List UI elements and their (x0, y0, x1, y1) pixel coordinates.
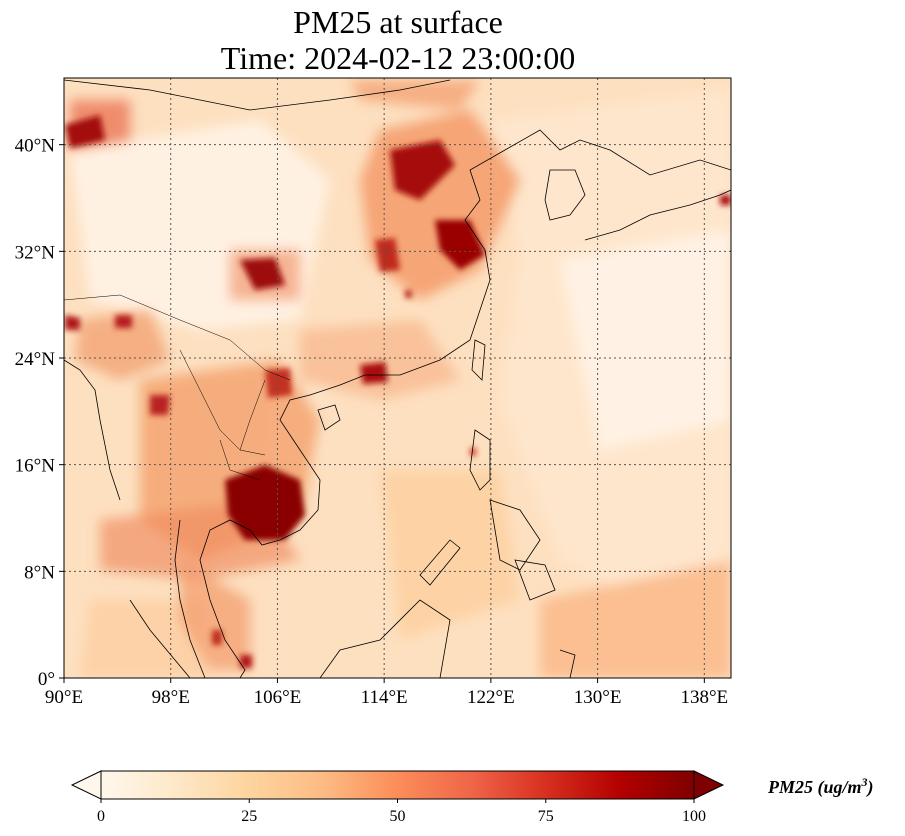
lat-tick-label: 40°N (15, 136, 56, 157)
lon-tick-label: 106°E (254, 687, 302, 708)
chart-title-line-1: PM25 at surface (293, 4, 503, 40)
colorbar-tick-label: 25 (241, 808, 257, 825)
concentration-hotspots (65, 115, 731, 668)
border-sample-4 (239, 379, 266, 451)
colorbar-tick-label: 75 (538, 808, 554, 825)
latitude-axis: 0° 8°N 16°N 24°N 32°N 40°N (15, 136, 64, 690)
border-sample-2 (179, 349, 266, 456)
colorbar-gradient (101, 771, 694, 799)
lat-tick-label: 8°N (24, 562, 55, 583)
colorbar-tick-label: 50 (390, 808, 406, 825)
coastline-bay-of-bengal (64, 359, 121, 501)
concentration-light-areas (70, 90, 731, 678)
lon-tick-label: 130°E (574, 687, 622, 708)
coastline-mainland (199, 129, 731, 678)
coastline-korea (544, 169, 586, 221)
lon-tick-label: 90°E (45, 687, 83, 708)
border-sample-3 (219, 439, 261, 481)
lon-tick-label: 98°E (152, 687, 190, 708)
pm25-field (65, 80, 731, 678)
gridlines (64, 78, 731, 678)
border-sample-1 (64, 294, 291, 381)
coastline-sulawesi (559, 649, 576, 678)
coastlines (64, 79, 731, 678)
colorbar: 0 25 50 75 100 PM25 (ug/m3) (70, 770, 874, 825)
colorbar-tick-label: 0 (97, 808, 105, 825)
colorbar-extend-min (70, 770, 102, 800)
colorbar-extend-max (693, 770, 725, 800)
coastline-luzon (469, 429, 491, 491)
coastline-sumatra (129, 599, 191, 678)
lon-tick-label: 122°E (467, 687, 515, 708)
map-frame (63, 77, 732, 679)
colorbar-label: PM25 (ug/m3) (767, 775, 874, 798)
lat-tick-label: 24°N (15, 349, 56, 370)
longitude-axis: 90°E 98°E 106°E 114°E 122°E 130°E 138°E (45, 678, 728, 708)
coastline-north (64, 79, 451, 111)
lon-tick-label: 114°E (361, 687, 408, 708)
lat-tick-label: 0° (38, 669, 55, 690)
coastline-philippines-south (489, 499, 541, 571)
coastline-taiwan (471, 339, 486, 381)
lat-tick-label: 32°N (15, 242, 56, 263)
coastline-borneo (319, 599, 451, 678)
chart-title-line-2: Time: 2024-02-12 23:00:00 (220, 40, 576, 76)
colorbar-ticks: 0 25 50 75 100 (97, 799, 706, 825)
map-panel (63, 77, 732, 679)
coastline-mindanao (514, 559, 556, 601)
coastline-west (174, 519, 206, 678)
lon-tick-label: 138°E (680, 687, 728, 708)
lat-tick-label: 16°N (15, 456, 56, 477)
coastline-hainan (317, 404, 341, 431)
coastline-japan (584, 189, 731, 241)
coastline-palawan (419, 539, 461, 586)
colorbar-tick-label: 100 (682, 808, 706, 825)
